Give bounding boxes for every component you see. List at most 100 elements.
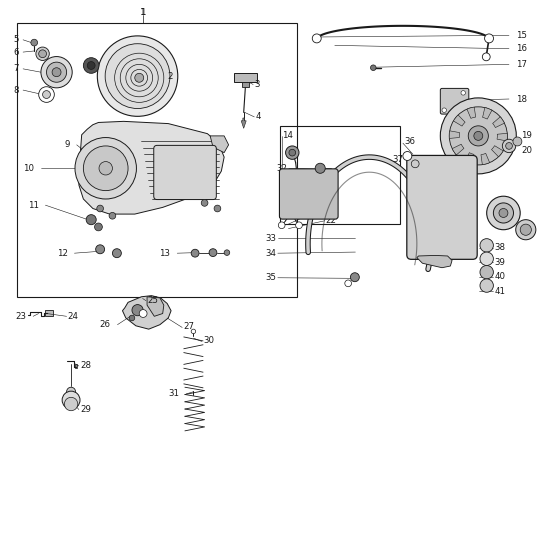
Circle shape [502,139,516,153]
Text: 24: 24 [68,312,79,321]
Text: 27: 27 [183,323,194,332]
Circle shape [113,249,122,258]
FancyBboxPatch shape [440,88,469,114]
Text: 31: 31 [169,389,179,399]
Circle shape [513,137,522,146]
Text: 10: 10 [23,164,34,173]
Text: 1: 1 [140,8,146,17]
Circle shape [62,391,80,409]
Circle shape [516,220,536,240]
Circle shape [75,138,137,199]
Text: 9: 9 [64,141,70,150]
Circle shape [371,65,376,71]
Circle shape [493,203,514,223]
Text: 35: 35 [265,273,277,282]
Wedge shape [465,153,474,164]
Text: 40: 40 [494,272,506,281]
Circle shape [474,132,483,141]
Bar [280,127,400,224]
Circle shape [31,39,38,46]
Text: 6: 6 [13,48,19,57]
Circle shape [191,249,199,257]
Circle shape [41,57,72,88]
Text: 38: 38 [494,243,506,252]
Circle shape [64,397,78,410]
Text: 17: 17 [516,60,527,69]
FancyBboxPatch shape [279,169,338,219]
Circle shape [132,305,143,316]
Bar [17,23,297,297]
Text: 34: 34 [265,249,277,258]
Text: 20: 20 [521,146,533,155]
Text: 39: 39 [494,258,505,267]
Polygon shape [123,296,171,329]
Polygon shape [79,122,224,214]
Text: 26: 26 [100,320,111,329]
Circle shape [480,265,493,279]
Circle shape [43,91,50,99]
Wedge shape [483,108,492,119]
Circle shape [95,223,102,231]
Circle shape [480,239,493,252]
Wedge shape [497,133,507,141]
Circle shape [97,36,178,116]
Circle shape [165,153,207,195]
Circle shape [278,222,285,228]
Wedge shape [449,131,460,138]
Text: 8: 8 [13,86,19,95]
Text: 32: 32 [277,164,288,173]
Text: 14: 14 [282,131,293,140]
FancyBboxPatch shape [154,146,216,199]
Text: 30: 30 [203,337,214,346]
Text: 2: 2 [167,72,172,81]
Circle shape [201,199,208,206]
Circle shape [520,224,531,235]
Text: 1: 1 [141,8,146,17]
Circle shape [411,160,419,167]
Bar [45,310,53,316]
Circle shape [67,388,76,396]
Circle shape [191,329,195,334]
Circle shape [209,249,217,256]
Circle shape [86,214,96,225]
Circle shape [83,58,99,73]
Circle shape [129,315,135,321]
Text: 25: 25 [148,296,158,305]
Circle shape [214,205,221,212]
Circle shape [39,87,54,102]
Wedge shape [493,117,505,128]
Circle shape [487,196,520,230]
Wedge shape [467,107,475,118]
Wedge shape [492,146,503,157]
Circle shape [442,108,446,113]
Circle shape [180,168,192,179]
Circle shape [36,47,49,60]
Text: 19: 19 [521,132,532,141]
Circle shape [461,91,465,95]
Bar [242,82,249,87]
Circle shape [135,73,144,82]
Circle shape [315,164,325,173]
Text: 13: 13 [160,249,170,258]
Polygon shape [417,255,452,268]
Circle shape [440,98,516,174]
Circle shape [52,68,61,77]
Text: 28: 28 [80,361,91,370]
Circle shape [172,161,199,187]
Circle shape [46,62,67,82]
Bar [234,73,256,82]
Wedge shape [481,153,489,165]
Wedge shape [454,115,465,126]
Text: 22: 22 [326,216,337,225]
Circle shape [83,146,128,190]
Text: 23: 23 [15,312,26,321]
Circle shape [506,143,512,150]
Circle shape [345,280,352,287]
Circle shape [99,162,113,175]
Circle shape [482,53,490,60]
Circle shape [449,107,507,165]
Circle shape [480,252,493,265]
Text: 18: 18 [516,95,527,104]
Circle shape [39,50,46,58]
Circle shape [296,222,302,228]
